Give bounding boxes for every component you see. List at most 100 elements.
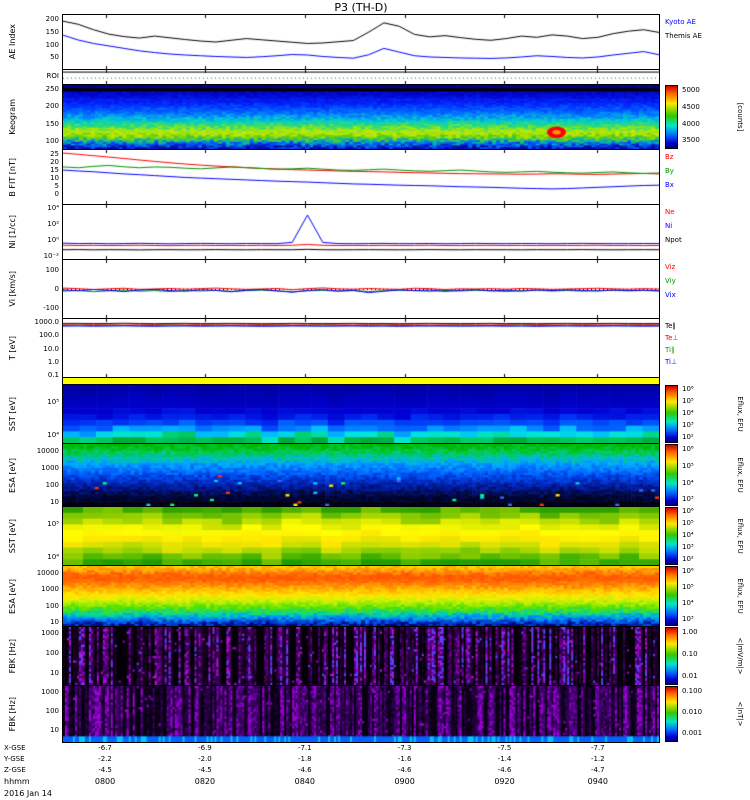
ylabel-sst-ion: SST [eV] [0, 384, 24, 444]
ni-density-canvas [63, 205, 659, 259]
ytick-label: 10000 [36, 569, 59, 578]
ytick-label: 10000 [36, 447, 59, 456]
colorbar-tick: 10³ [682, 494, 694, 503]
rside-ae-index: Kyoto AE Themis AE [662, 14, 750, 70]
colorbar-tick: 3500 [682, 136, 700, 145]
axis-tick-value: -1.8 [297, 755, 312, 763]
colorbar-tick: 10⁶ [682, 445, 694, 454]
ytick-label: 50 [50, 53, 59, 62]
ylabel-text-fbk-b: FBK [Hz] [7, 696, 17, 732]
ylabel-text-fbk-e: FBK [Hz] [7, 638, 17, 674]
esa-electron-canvas [63, 566, 659, 626]
rside-sst-electron: 10⁶ 10⁵ 10⁴ 10³ 10² Eflux, EFU [662, 506, 750, 566]
ytick-label: 5 [54, 181, 59, 190]
plotbox-sst-electron [62, 506, 660, 566]
yticks-esa-electron: 10000 1000 100 10 [24, 565, 62, 627]
colorbar-esa-ion [665, 444, 678, 506]
colorbar-tick: 10⁴ [682, 531, 694, 539]
ytick-label: 25 [50, 149, 59, 158]
ylabel-text-sst-ion: SST [eV] [7, 396, 17, 432]
ytick-label: 100 [45, 649, 59, 657]
colorbar-tick: 4000 [682, 119, 700, 128]
axis-tick-value: -1.4 [497, 755, 512, 763]
fbk-e-canvas [63, 627, 659, 685]
rside-fbk-e: 1.00 0.10 0.01 <|mV/m|> [662, 626, 750, 686]
ytick-label: 10 [50, 726, 59, 735]
axis-row-label: Z-GSE [4, 766, 26, 774]
legend-ni-density-1: Ni [665, 222, 673, 230]
sst-ion-canvas [63, 385, 659, 443]
colorbar-tick: 10⁶ [682, 384, 694, 393]
colorbar-sst-electron [665, 507, 678, 565]
axis-row-X-GSE: X-GSE -6.7 -6.9 -7.1 -7.3 -7.5 -7.7 [0, 744, 750, 755]
plotbox-roi [62, 69, 660, 85]
rside-temperature: Te∥ Te⊥ Ti∥ Ti⊥ [662, 318, 750, 378]
time-axis: X-GSE -6.7 -6.9 -7.1 -7.3 -7.5 -7.7 Y-GSE -2.2 -2… [0, 744, 750, 788]
ytick-label: 10 [50, 173, 59, 182]
plotbox-esa-electron [62, 565, 660, 627]
colorbar-tick: 10³ [682, 543, 694, 552]
colorbar-tick: 4500 [682, 103, 700, 112]
axis-row-Y-GSE: Y-GSE -2.2 -2.0 -1.8 -1.6 -1.4 -1.2 [0, 755, 750, 766]
ytick-label: 100 [45, 266, 59, 275]
axis-tick-value: 0900 [394, 777, 415, 786]
ytick-label: 1000 [41, 463, 59, 472]
ylabel-text-temperature: T [eV] [7, 335, 17, 361]
ytick-label: 1000 [41, 687, 59, 696]
axis-tick-value: -4.6 [497, 766, 512, 774]
ytick-label: 1000.0 [34, 318, 60, 327]
plotbox-temperature [62, 318, 660, 378]
ytick-label: 10⁵ [47, 520, 59, 528]
colorbar-unit-sst-ion: Eflux, EFU [736, 396, 744, 432]
ytick-label: 10.0 [43, 344, 59, 353]
colorbar-tick: 0.10 [682, 649, 698, 658]
ylabel-vi-velocity: Vi [km/s] [0, 259, 24, 319]
plotbox-ae-index [62, 14, 660, 70]
ytick-label: 150 [45, 27, 59, 36]
colorbar-unit-esa-ion: Eflux, EFU [736, 457, 744, 493]
plotbox-keogram [62, 84, 660, 150]
colorbar-tick: 10⁶ [682, 567, 694, 575]
ytick-label: 10 [50, 668, 59, 677]
colorbar-tick: 10³ [682, 421, 694, 430]
colorbar-tick: 10⁵ [682, 583, 694, 592]
ylabel-roi: ROI [46, 72, 59, 80]
colorbar-keogram [665, 85, 678, 149]
colorbar-unit-fbk-e: <|mV/m|> [736, 637, 744, 675]
legend-b-fit-2: Bx [665, 181, 674, 189]
legend-ae-index-0: Kyoto AE [665, 18, 696, 26]
panel-ni-density: Ni [1/cc] 10⁴ 10² 10⁰ 10⁻² Ne Ni Npot [0, 204, 750, 260]
panels-container: AE Index 200 150 100 50 Kyoto AE Themis AE ROI K… [0, 14, 750, 743]
ytick-label: 10 [50, 497, 59, 506]
colorbar-tick: 10⁵ [682, 396, 694, 405]
rside-ni-density: Ne Ni Npot [662, 204, 750, 260]
yticks-vi-velocity: 100 0 -100 [24, 259, 62, 319]
axis-tick-value: 0840 [294, 777, 315, 786]
plotbox-esa-ion [62, 443, 660, 507]
ylabel-keogram: Keogram [0, 84, 24, 150]
axis-tick-value: -2.0 [198, 755, 212, 763]
b-fit-canvas [63, 150, 659, 204]
plotbox-fbk-b [62, 685, 660, 743]
axis-date: 2016 Jan 14 [4, 789, 52, 798]
colorbar-tick: 10² [682, 433, 694, 442]
ytick-label: 0 [54, 189, 59, 198]
plotbox-ni-density [62, 204, 660, 260]
yticks-ni-density: 10⁴ 10² 10⁰ 10⁻² [24, 204, 62, 260]
ylabel-ae-index: AE Index [0, 14, 24, 70]
temperature-canvas [63, 319, 659, 377]
axis-tick-value: -2.2 [98, 755, 112, 763]
axis-tick-value: -4.5 [98, 766, 112, 774]
yticks-ae-index: 200 150 100 50 [24, 14, 62, 70]
ylabel-fbk-e: FBK [Hz] [0, 626, 24, 686]
legend-ni-density-2: Npot [665, 236, 682, 244]
ylabel-text-ae-index: AE Index [7, 24, 17, 60]
colorbar-tick: 10³ [682, 615, 694, 623]
legend-temperature-1: Te⊥ [665, 334, 679, 342]
axis-tick-value: 0920 [494, 777, 515, 786]
legend-temperature-0: Te∥ [665, 322, 676, 330]
rside-b-fit: Bz By Bx [662, 149, 750, 205]
axis-tick-value: 0800 [94, 777, 116, 786]
legend-ni-density-0: Ne [665, 208, 675, 216]
yticks-roi: ROI [24, 69, 62, 85]
